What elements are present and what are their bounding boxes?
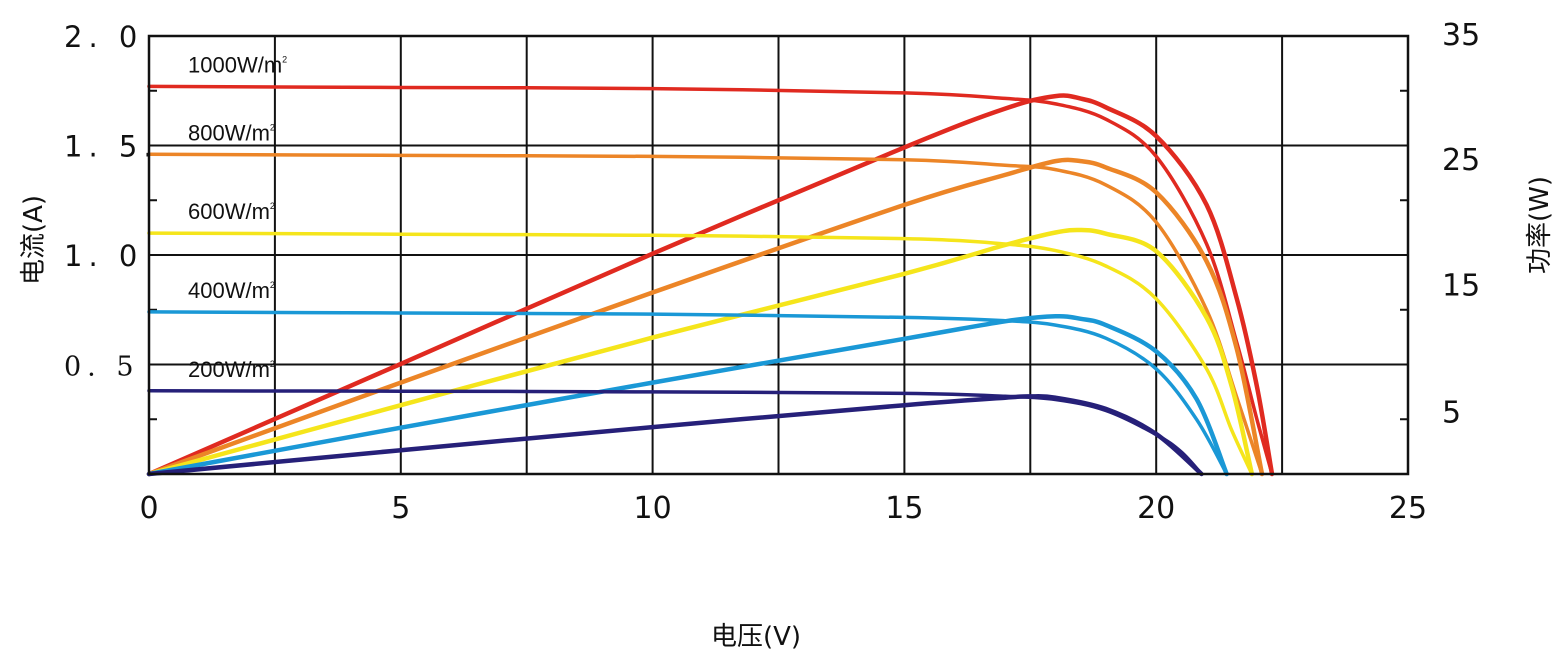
series-label: 1000W/m2 — [188, 52, 287, 77]
y-right-tick-label: 25 — [1442, 143, 1480, 178]
ticks: 0 5 10 15 20 25 2. 0 1. 5. 1. 0 0. 5 35 25 15 5 — [64, 18, 1480, 526]
pv-curve-0 — [146, 93, 1275, 477]
plot-frame — [147, 34, 1410, 476]
y-right-tick-label: 5 — [1442, 395, 1461, 430]
y-right-tick-label: 35 — [1442, 18, 1480, 53]
y-left-tick-label: 1. 0 — [64, 239, 143, 273]
pv-curve-4 — [146, 394, 1204, 477]
grid — [148, 36, 1409, 474]
iv-curve-1 — [147, 152, 1264, 476]
y-right-tick-label: 15 — [1442, 268, 1480, 303]
series-label: 400W/m2 — [188, 278, 275, 303]
x-axis-title: 电压(V) — [711, 622, 801, 652]
y-left-tick-label: 1. 5. — [64, 130, 159, 164]
series-label: 600W/m2 — [188, 199, 275, 224]
y-axis-left-title: 电流(A) — [19, 195, 49, 285]
pv-curve-1 — [146, 157, 1265, 477]
x-tick-label: 5 — [391, 491, 410, 526]
pv-curve-3 — [146, 313, 1229, 477]
x-tick-label: 0 — [139, 491, 158, 526]
x-tick-label: 25 — [1389, 491, 1427, 526]
y-axis-right-title: 功率(W) — [1525, 176, 1555, 274]
series-label: 800W/m2 — [188, 120, 275, 145]
iv-curve-2 — [147, 231, 1254, 476]
y-left-tick-label: 0. 5 — [64, 352, 140, 383]
x-tick-label: 20 — [1137, 491, 1175, 526]
series-labels: 1000W/m2 800W/m2 600W/m2 400W/m2 200W/m2 — [188, 52, 287, 381]
curves — [146, 84, 1275, 477]
pv-curve-2 — [146, 227, 1255, 477]
x-tick-label: 10 — [634, 491, 672, 526]
x-tick-label: 15 — [885, 491, 923, 526]
iv-curve-3 — [147, 310, 1229, 476]
y-left-tick-label: 2. 0 — [64, 20, 143, 54]
series-label: 200W/m2 — [188, 357, 275, 382]
